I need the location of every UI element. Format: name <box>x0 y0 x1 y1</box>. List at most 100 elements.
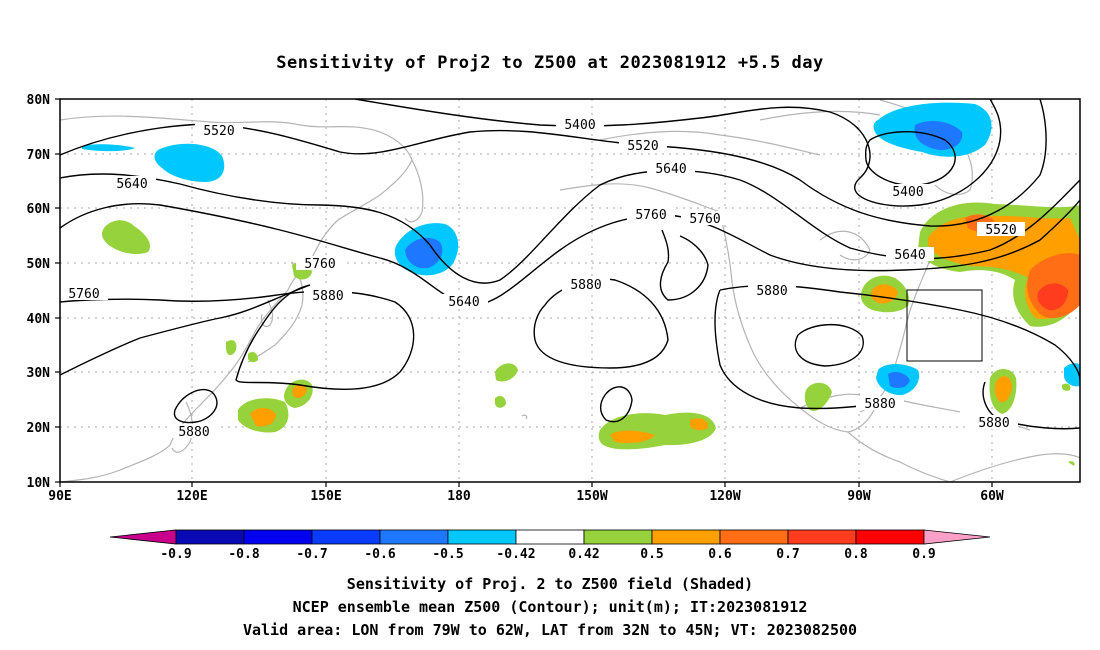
colorbar-segment <box>447 529 517 545</box>
coastlines <box>60 99 1080 482</box>
neg-blob-bering-core <box>405 237 443 269</box>
lon-tick-label: 60W <box>980 489 1004 504</box>
pos-blob-hawaii-south-core <box>610 418 709 444</box>
contour-label: 5880 <box>978 416 1009 431</box>
lon-tick-label: 120W <box>709 489 740 504</box>
lon-tick-label: 180 <box>447 489 471 504</box>
lat-tick-label: 30N <box>27 366 51 381</box>
contour-label: 5760 <box>635 208 666 223</box>
colorbar-labels: -0.9 -0.8 -0.7 -0.6 -0.5 -0.42 0.42 0.5 0.6 0.7 0.… <box>160 547 935 562</box>
colorbar-segment <box>515 529 585 545</box>
colorbar-tick-label: -0.8 <box>228 547 259 562</box>
lon-tick-label: 150E <box>310 489 341 504</box>
lat-tick-label: 40N <box>27 312 51 327</box>
contour-label: 5760 <box>68 287 99 302</box>
contour-5880-wpac <box>173 389 218 424</box>
colorbar-tick-label: 0.8 <box>844 547 868 562</box>
coastline-asia-north <box>60 115 413 161</box>
coastline-kamchatka <box>404 159 424 223</box>
contour-label: 5640 <box>448 295 479 310</box>
lon-tick-label: 90E <box>48 489 71 504</box>
caption-line-3: Valid area: LON from 79W to 62W, LAT fro… <box>243 621 857 639</box>
contour-5880-hawaii <box>599 386 633 423</box>
pos-blob-philippine-core <box>250 408 276 427</box>
colorbar-segment <box>379 529 449 545</box>
coastline-philippines <box>171 401 194 453</box>
lat-tick-labels: 80N 70N 60N 50N 40N 30N 20N 10N <box>27 93 51 491</box>
pos-blob-marianas-core <box>292 384 307 398</box>
contour-label: 5760 <box>304 257 335 272</box>
coastline-hawaii <box>521 414 528 420</box>
pos-blob-atlantic-20n-core <box>994 376 1012 403</box>
contour-label: 5880 <box>312 289 343 304</box>
coastline-china <box>60 289 289 482</box>
lat-tick-label: 80N <box>27 93 51 108</box>
sensitivity-shading <box>82 102 1080 466</box>
neg-blob-siberia <box>82 144 135 152</box>
contour-5760 <box>60 199 1080 307</box>
colorbar-tick-label: -0.7 <box>296 547 327 562</box>
contour-label: 5880 <box>178 425 209 440</box>
pos-blob-okinawa <box>248 352 258 363</box>
map-frame <box>59 98 1081 483</box>
contour-label: 5640 <box>894 248 925 263</box>
coastline-alaska <box>559 183 721 213</box>
colorbar-segment <box>855 529 925 545</box>
colorbar-tick-label: -0.5 <box>432 547 463 562</box>
contour-label: 5760 <box>689 212 720 227</box>
lon-tick-labels: 90E 120E 150E 180 150W 120W 90W 60W <box>48 489 1004 504</box>
chart-title: Sensitivity of Proj2 to Z500 at 20230819… <box>276 53 823 73</box>
neg-blob-north-pacific <box>154 143 225 182</box>
lat-tick-label: 60N <box>27 202 51 217</box>
colorbar-segment <box>243 529 313 545</box>
colorbar-tick-label: 0.5 <box>640 547 663 562</box>
valid-area-box <box>906 289 983 362</box>
colorbar-tick-label: 0.42 <box>568 547 599 562</box>
coastline-canada-arctic <box>599 110 881 156</box>
contour-label: 5880 <box>864 397 895 412</box>
colorbar-segments <box>109 529 991 545</box>
coastline-south-america <box>949 453 1080 482</box>
colorbar-segment <box>651 529 721 545</box>
contour-label: 5640 <box>116 177 147 192</box>
colorbar-tick-label: -0.6 <box>364 547 395 562</box>
contour-5880-ohio <box>794 324 864 367</box>
contour-5760-kam <box>659 229 709 301</box>
lat-tick-label: 10N <box>27 476 51 491</box>
pos-blob-atlantic-45n-core <box>1037 283 1068 311</box>
colorbar-segment <box>175 529 245 545</box>
caption: Sensitivity of Proj. 2 to Z500 field (Sh… <box>243 575 857 639</box>
colorbar-tick-label: 0.7 <box>776 547 799 562</box>
colorbar-tick-label: -0.9 <box>160 547 191 562</box>
coastline-central-america <box>847 431 951 482</box>
coastline-na-west <box>719 211 801 409</box>
colorbar-tick-label: -0.42 <box>496 547 535 562</box>
contour-5880-ridge <box>60 284 311 376</box>
lon-tick-label: 120E <box>176 489 207 504</box>
neg-blob-florida-core <box>888 372 910 388</box>
pos-blob-central-pacific <box>495 363 518 408</box>
lat-tick-label: 20N <box>27 421 51 436</box>
contour-label: 5520 <box>985 223 1016 238</box>
coastline-hudson <box>819 230 871 261</box>
lon-tick-label: 90W <box>847 489 871 504</box>
caption-line-2: NCEP ensemble mean Z500 (Contour); unit(… <box>293 598 808 616</box>
colorbar-end-high <box>923 529 991 545</box>
contour-label: 5520 <box>203 124 234 139</box>
caption-line-1: Sensitivity of Proj. 2 to Z500 field (Sh… <box>347 575 753 593</box>
colorbar-end-low <box>109 529 177 545</box>
colorbar-tick-label: 0.9 <box>912 547 935 562</box>
axis-ticks <box>55 98 993 487</box>
lat-tick-label: 70N <box>27 148 51 163</box>
colorbar-segment <box>787 529 857 545</box>
colorbar-tick-label: 0.6 <box>708 547 732 562</box>
contour-label: 5880 <box>756 284 787 299</box>
map-panel: 5520 5400 5520 5640 5640 5400 5760 5760 … <box>27 93 1081 504</box>
contour-labels: 5520 5400 5520 5640 5640 5400 5760 5760 … <box>60 117 1025 440</box>
colorbar-segment <box>719 529 789 545</box>
contour-label: 5400 <box>564 118 595 133</box>
contour-label: 5640 <box>655 162 686 177</box>
contour-label: 5520 <box>627 139 658 154</box>
coastline-korea <box>260 299 274 328</box>
